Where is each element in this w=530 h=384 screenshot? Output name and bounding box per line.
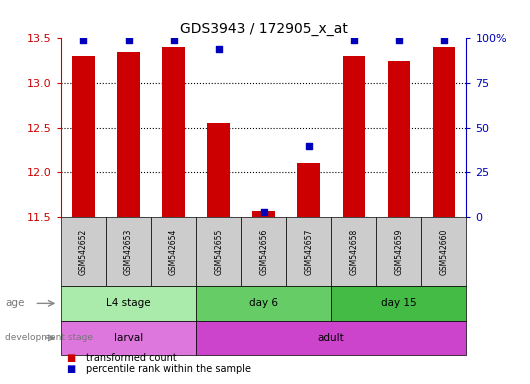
Point (259, 209, 268, 215)
Point (214, 46, 223, 52)
Text: GSM542654: GSM542654 (169, 228, 178, 275)
Text: GSM542657: GSM542657 (304, 228, 313, 275)
Text: GSM542655: GSM542655 (214, 228, 223, 275)
Bar (117, 52, 140, 217)
Bar (342, 56, 365, 217)
Text: adult: adult (318, 333, 344, 343)
Point (169, 37, 178, 43)
Text: day 15: day 15 (381, 298, 417, 308)
Bar (162, 47, 185, 217)
Text: development stage: development stage (5, 333, 93, 343)
Text: L4 stage: L4 stage (106, 298, 151, 308)
Bar (72, 56, 95, 217)
Text: transformed count: transformed count (86, 353, 177, 363)
Text: larval: larval (114, 333, 143, 343)
Point (350, 37, 358, 43)
Point (124, 37, 132, 43)
Text: GSM542658: GSM542658 (349, 228, 358, 275)
Text: percentile rank within the sample: percentile rank within the sample (86, 364, 251, 374)
Bar (207, 123, 230, 217)
Text: GSM542660: GSM542660 (439, 228, 448, 275)
Text: ■: ■ (66, 353, 75, 363)
Bar (252, 211, 275, 217)
Title: GDS3943 / 172905_x_at: GDS3943 / 172905_x_at (180, 22, 348, 36)
Point (80, 37, 88, 43)
Text: GSM542652: GSM542652 (79, 228, 88, 275)
Text: ■: ■ (66, 364, 75, 374)
Bar (297, 164, 320, 217)
Text: GSM542653: GSM542653 (124, 228, 133, 275)
Text: GSM542659: GSM542659 (394, 228, 403, 275)
Text: day 6: day 6 (249, 298, 278, 308)
Point (394, 37, 403, 43)
Text: age: age (5, 298, 25, 308)
Point (440, 37, 448, 43)
Point (304, 142, 313, 149)
Text: GSM542656: GSM542656 (259, 228, 268, 275)
Bar (432, 47, 455, 217)
Bar (387, 61, 410, 217)
